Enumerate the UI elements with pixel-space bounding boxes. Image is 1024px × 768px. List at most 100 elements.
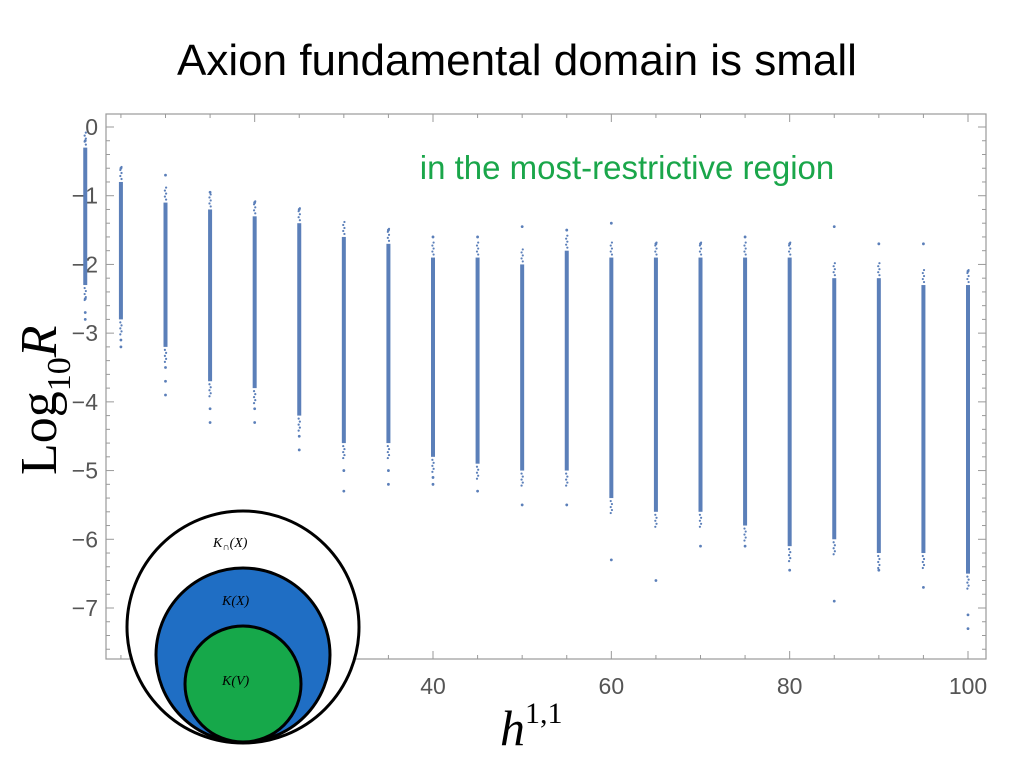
data-point bbox=[297, 216, 300, 219]
data-point bbox=[788, 242, 792, 246]
data-point bbox=[700, 253, 703, 256]
data-point bbox=[609, 250, 612, 253]
data-point bbox=[163, 360, 166, 363]
data-point bbox=[386, 450, 389, 454]
data-point bbox=[84, 289, 87, 293]
data-point bbox=[966, 269, 970, 273]
data-point bbox=[298, 219, 301, 222]
data-point bbox=[700, 522, 703, 525]
data-point bbox=[967, 578, 970, 581]
data-point bbox=[208, 202, 211, 205]
data-point bbox=[610, 502, 614, 506]
data-point bbox=[878, 274, 881, 277]
data-point bbox=[877, 568, 881, 572]
data-point bbox=[521, 248, 524, 251]
data-point bbox=[743, 544, 747, 548]
data-point bbox=[565, 478, 568, 481]
data-point bbox=[743, 244, 746, 247]
data-point bbox=[698, 513, 702, 516]
data-point bbox=[209, 193, 212, 196]
y-axis-label: Log10R bbox=[11, 325, 78, 475]
inner-label-k: K bbox=[221, 674, 232, 689]
data-point bbox=[297, 434, 301, 438]
data-point bbox=[431, 476, 435, 479]
data-point bbox=[476, 489, 479, 493]
data-point bbox=[164, 379, 167, 383]
data-point bbox=[789, 557, 792, 560]
data-point bbox=[119, 327, 122, 330]
data-point bbox=[208, 383, 211, 386]
data-point bbox=[209, 205, 212, 208]
data-point bbox=[566, 234, 569, 237]
data-point bbox=[298, 420, 301, 423]
data-point bbox=[165, 192, 168, 195]
data-point bbox=[832, 265, 835, 268]
data-point bbox=[565, 237, 568, 240]
data-strip bbox=[653, 257, 658, 512]
data-point bbox=[163, 189, 166, 192]
data-point bbox=[743, 527, 746, 530]
data-strip bbox=[966, 285, 970, 574]
data-point bbox=[744, 536, 747, 539]
data-point bbox=[609, 244, 612, 247]
data-point bbox=[431, 458, 434, 461]
data-point bbox=[432, 241, 435, 244]
data-point bbox=[209, 392, 212, 395]
data-point bbox=[164, 393, 167, 397]
data-point bbox=[120, 177, 123, 181]
data-point bbox=[342, 450, 345, 454]
data-point bbox=[165, 357, 168, 360]
data-point bbox=[655, 516, 658, 519]
data-point bbox=[832, 541, 835, 544]
data-point bbox=[119, 333, 122, 336]
data-point bbox=[387, 469, 390, 472]
data-point bbox=[922, 268, 926, 272]
y-tick-label: −7 bbox=[72, 595, 98, 621]
y-tick-label: 0 bbox=[85, 114, 98, 140]
slide-title: Axion fundamental domain is small bbox=[177, 36, 857, 85]
cone-inclusion-diagram: K∩(X) K(X) K(V) bbox=[125, 509, 361, 745]
data-point bbox=[833, 544, 836, 547]
data-point bbox=[655, 247, 658, 250]
data-point bbox=[655, 253, 658, 256]
data-point bbox=[298, 213, 301, 216]
data-point bbox=[342, 444, 345, 448]
data-point bbox=[743, 539, 746, 542]
data-point bbox=[431, 235, 435, 239]
data-point bbox=[477, 474, 480, 477]
data-point bbox=[343, 453, 346, 457]
data-point bbox=[343, 220, 346, 224]
data-point bbox=[878, 563, 881, 567]
data-point bbox=[83, 134, 86, 137]
data-point bbox=[922, 563, 926, 567]
data-point bbox=[254, 212, 257, 215]
data-point bbox=[832, 225, 836, 229]
y-axis-label-log: Log bbox=[11, 391, 68, 475]
data-point bbox=[921, 277, 924, 281]
data-point bbox=[387, 233, 391, 236]
data-strip bbox=[564, 250, 569, 471]
data-point bbox=[966, 613, 970, 617]
data-point bbox=[700, 516, 703, 519]
data-point bbox=[833, 262, 836, 265]
data-point bbox=[342, 229, 345, 233]
data-point bbox=[699, 544, 702, 548]
data-point bbox=[787, 250, 791, 253]
middle-circle-label: K(X) bbox=[221, 594, 250, 609]
data-point bbox=[698, 525, 702, 528]
data-point bbox=[609, 558, 613, 562]
x-tick-label: 100 bbox=[949, 673, 987, 699]
data-point bbox=[922, 242, 925, 246]
y-axis-label-sub: 10 bbox=[41, 357, 78, 391]
data-strip bbox=[475, 257, 480, 464]
data-point bbox=[343, 447, 346, 451]
data-point bbox=[744, 247, 747, 250]
data-strip bbox=[208, 209, 213, 382]
data-point bbox=[832, 547, 835, 550]
data-point bbox=[967, 280, 970, 284]
data-point bbox=[119, 321, 122, 324]
data-point bbox=[342, 469, 346, 472]
data-strip bbox=[520, 264, 525, 471]
data-point bbox=[966, 581, 969, 584]
data-point bbox=[566, 481, 569, 484]
